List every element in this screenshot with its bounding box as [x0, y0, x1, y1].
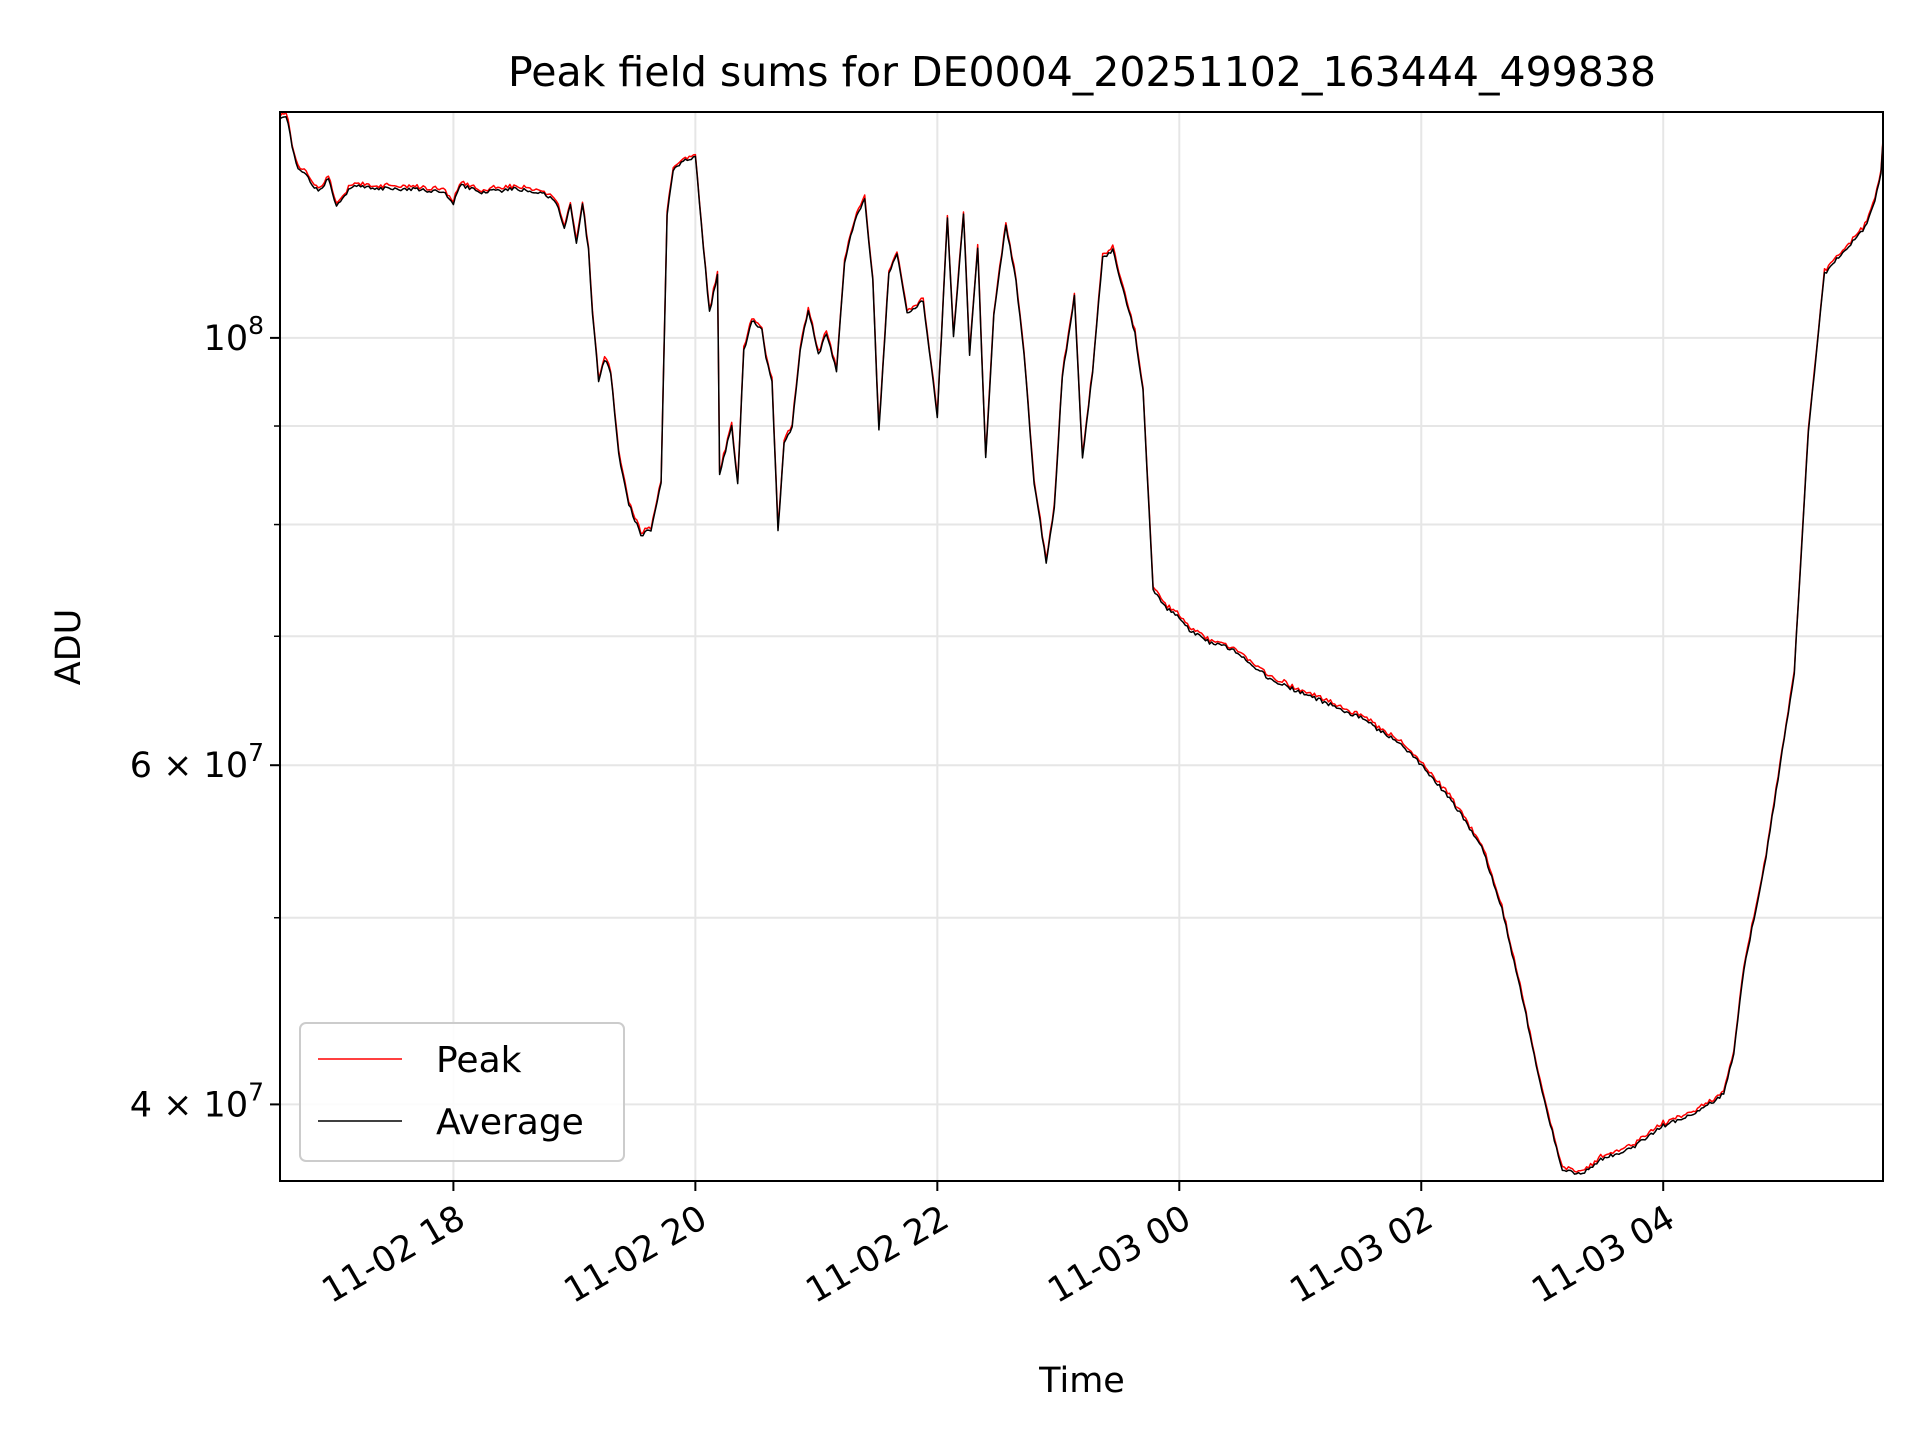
legend-label-average: Average [436, 1102, 584, 1143]
y-tick-label: 4 × 107 [130, 1077, 264, 1125]
series-layer [280, 112, 1883, 1175]
y-tick-label: 108 [204, 311, 264, 359]
y-axis-ticks: 108 6 × 107 4 × 107 [130, 311, 280, 1125]
y-tick-label: 6 × 107 [130, 738, 264, 786]
chart-title: Peak field sums for DE0004_20251102_1634… [508, 48, 1656, 96]
series-line-average [280, 115, 1883, 1175]
y-axis-label: ADU [49, 609, 89, 686]
legend-label-peak: Peak [436, 1040, 522, 1081]
x-axis-label: Time [1038, 1361, 1125, 1401]
legend: Peak Average [299, 1022, 625, 1162]
plot-area-frame [279, 111, 1884, 1182]
legend-box [299, 1022, 625, 1162]
